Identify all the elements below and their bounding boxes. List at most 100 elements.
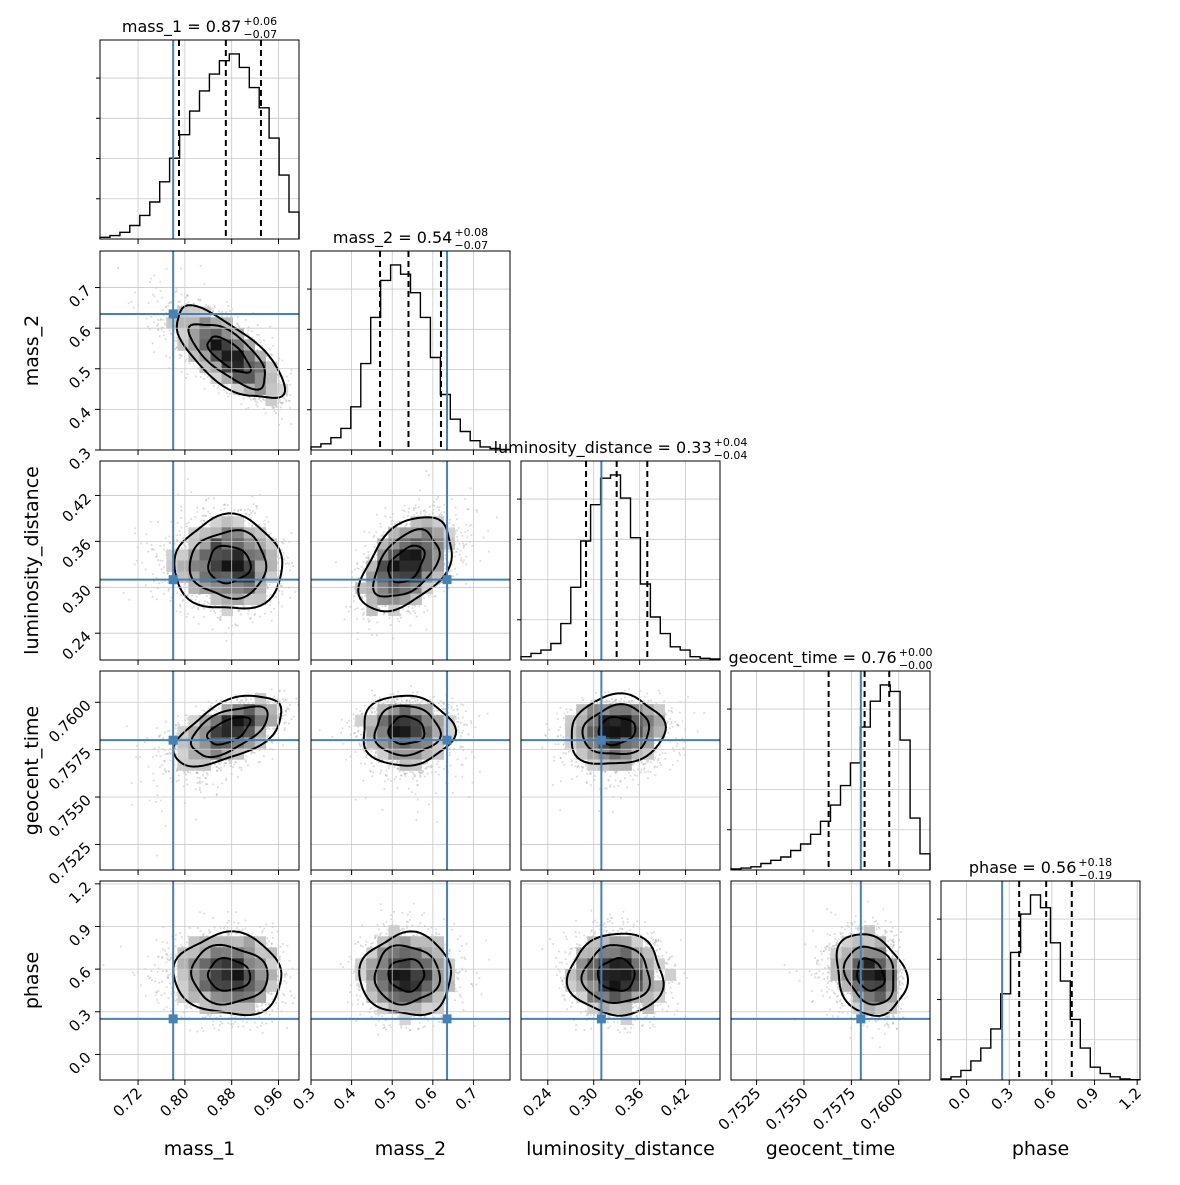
sample-point: [228, 627, 230, 629]
sample-point: [272, 407, 274, 409]
sample-point: [270, 600, 272, 602]
sample-point: [286, 400, 288, 402]
sample-point: [248, 610, 250, 612]
sample-point: [213, 497, 215, 499]
y-tick-label: 0.24: [58, 627, 94, 663]
sample-point: [175, 288, 177, 290]
sample-point: [186, 358, 188, 360]
sample-point: [243, 397, 245, 399]
sample-point: [233, 509, 235, 511]
sample-point: [156, 325, 158, 327]
sample-point: [237, 625, 239, 627]
sample-point: [161, 297, 163, 299]
sample-point: [181, 371, 183, 373]
sample-point: [203, 514, 205, 516]
sample-point: [234, 624, 236, 626]
sample-point: [193, 616, 195, 618]
sample-point: [159, 281, 161, 283]
sample-point: [213, 507, 215, 509]
sample-point: [166, 268, 168, 270]
sample-point: [167, 582, 169, 584]
sample-point: [252, 621, 254, 623]
sample-point: [258, 398, 260, 400]
sample-point: [248, 407, 250, 409]
sample-point: [281, 549, 283, 551]
sample-point: [163, 331, 165, 333]
sample-point: [163, 549, 165, 551]
sample-point: [220, 509, 222, 511]
sample-point: [117, 267, 119, 269]
sample-point: [168, 535, 170, 537]
sample-point: [195, 375, 197, 377]
sample-point: [255, 400, 257, 402]
sample-point: [237, 316, 239, 318]
sample-point: [273, 608, 275, 610]
sample-point: [291, 562, 293, 564]
sample-point: [169, 302, 171, 304]
sample-point: [154, 296, 156, 298]
sample-point: [167, 305, 169, 307]
sample-point: [208, 498, 210, 500]
sample-point: [186, 294, 188, 296]
sample-point: [163, 566, 165, 568]
sample-point: [156, 598, 158, 600]
sample-point: [170, 333, 172, 335]
sample-point: [281, 402, 283, 404]
sample-point: [176, 534, 178, 536]
sample-point: [282, 360, 284, 362]
sample-point: [257, 324, 259, 326]
sample-point: [268, 521, 270, 523]
sample-point: [205, 500, 207, 502]
sample-point: [251, 330, 253, 332]
sample-point: [179, 604, 181, 606]
sample-point: [249, 510, 251, 512]
sample-point: [204, 283, 206, 285]
sample-point: [161, 581, 163, 583]
sample-point: [254, 613, 256, 615]
sample-point: [134, 532, 136, 534]
sample-point: [150, 521, 152, 523]
sample-point: [289, 384, 291, 386]
sample-point: [217, 387, 219, 389]
sample-point: [151, 544, 153, 546]
sample-point: [177, 522, 179, 524]
sample-point: [134, 563, 136, 565]
sample-point: [161, 329, 163, 331]
sample-point: [213, 385, 215, 387]
sample-point: [194, 516, 196, 518]
sample-point: [130, 301, 132, 303]
sample-point: [152, 343, 154, 345]
sample-point: [162, 319, 164, 321]
sample-point: [237, 323, 239, 325]
sample-point: [266, 516, 268, 518]
sample-point: [179, 534, 181, 536]
sample-point: [264, 523, 266, 525]
sample-point: [300, 548, 302, 550]
sample-point: [179, 357, 181, 359]
injection-marker: [169, 575, 178, 584]
sample-point: [188, 522, 190, 524]
sample-point: [147, 326, 149, 328]
sample-point: [240, 403, 242, 405]
sample-point: [283, 538, 285, 540]
y-tick-label: 0.5: [65, 363, 95, 393]
sample-point: [156, 577, 158, 579]
sample-point: [240, 509, 242, 511]
sample-point: [203, 378, 205, 380]
sample-point: [196, 506, 198, 508]
sample-point: [152, 294, 154, 296]
sample-point: [146, 318, 148, 320]
sample-point: [279, 401, 281, 403]
sample-point: [247, 508, 249, 510]
sample-point: [203, 616, 205, 618]
sample-point: [247, 329, 249, 331]
sample-point: [275, 412, 277, 414]
sample-point: [282, 591, 284, 593]
y-tick-label: 0.42: [58, 490, 94, 526]
sample-point: [155, 556, 157, 558]
sample-point: [213, 610, 215, 612]
sample-point: [168, 588, 170, 590]
panel-mass_2-vs-luminosity_distance: [311, 461, 510, 660]
sample-point: [282, 543, 284, 545]
sample-point: [181, 294, 183, 296]
